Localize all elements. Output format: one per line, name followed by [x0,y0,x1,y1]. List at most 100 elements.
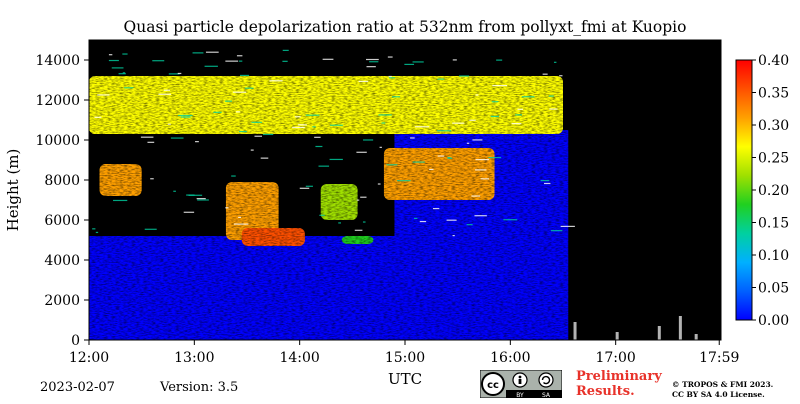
noise-streak [108,54,113,56]
noise-streak [92,228,96,230]
noise-streak [469,119,476,121]
noise-streak [412,61,424,63]
noise-streak [232,91,247,93]
noise-streak [95,231,99,234]
x-tick-label: 17:00 [595,350,635,366]
chart-title: Quasi particle depolarization ratio at 5… [124,18,687,36]
noise-streak [492,85,508,87]
colorbar-tick-label: 0.10 [758,248,789,264]
noise-streak [167,123,171,125]
noise-streak [543,182,551,185]
noise-streak [260,157,269,159]
speckle-texture [89,44,569,340]
noise-streak [224,100,232,102]
colorbar-ticks: 0.00 0.05 0.10 0.15 0.20 0.25 0.30 0.35 0.40 [752,53,789,329]
noise-streak [178,114,193,117]
noise-streak [490,115,500,118]
y-axis-ticks: 0 2000 4000 6000 8000 10000 12000 14000 [35,53,89,349]
noise-streak [124,87,134,89]
noise-streak [94,116,102,118]
noise-streak [391,96,400,98]
noise-streak [488,156,502,159]
noise-streak [515,114,523,116]
noise-streak [192,52,204,54]
noise-streak [319,214,325,216]
y-axis-label: Height (m) [4,149,22,232]
noise-streak [362,221,366,223]
x-tick-label: 17:59 [699,350,739,366]
noise-streak [404,63,415,66]
noise-streak [314,136,321,138]
noise-streak [144,228,157,230]
noise-streak [511,122,522,125]
noise-streak [251,121,262,123]
noise-streak [459,75,470,77]
noise-streak [152,60,165,62]
noise-streak [466,224,473,226]
noise-streak [140,136,154,138]
noise-streak [549,108,558,110]
noise-streak [312,126,316,128]
noise-streak [366,58,379,61]
noise-streak [305,185,313,187]
colorbar-tick-label: 0.30 [758,118,789,134]
y-tick-label: 12000 [35,93,80,109]
noise-streak [170,137,184,139]
noise-streak [446,219,457,221]
low-level-return [615,332,619,340]
noise-streak [97,94,110,96]
noise-streak [419,220,427,223]
colorbar-tick-label: 0.05 [758,281,789,297]
noise-streak [369,61,379,63]
colorbar [735,59,753,321]
noise-streak [236,55,243,57]
noise-streak [238,216,242,218]
noise-streak [521,96,535,98]
noise-streak [235,111,241,113]
noise-streak [231,175,236,177]
low-level-return [657,326,661,340]
noise-streak [377,183,381,185]
noise-streaks [92,49,698,340]
noise-streak [269,80,283,82]
colorbar-tick-label: 0.25 [758,151,789,167]
noise-streak [437,78,445,80]
noise-streak [315,145,323,148]
noise-streak [410,137,415,139]
y-tick-label: 14000 [35,53,80,69]
noise-streak [183,211,195,213]
noise-streak [233,223,249,225]
noise-streak [386,164,398,166]
y-tick-label: 2000 [44,293,80,309]
noise-streak [163,89,171,91]
noise-streak [474,169,487,171]
heatmap-regions [89,44,569,340]
noise-streak [338,222,341,224]
cc-license-badge[interactable]: cc BY SA [479,369,563,399]
noise-streak [559,75,563,77]
low-level-return [573,322,577,340]
noise-streak [452,235,455,237]
noise-streak [387,56,393,58]
noise-streak [195,141,199,143]
noise-streak [158,93,172,95]
cc-icon [481,372,505,396]
noise-streak [550,230,563,232]
x-tick-label: 13:00 [174,350,214,366]
copyright-note: © TROPOS & FMI 2023. CC BY SA 4.0 Licens… [672,380,774,399]
noise-streak [238,130,247,133]
y-tick-label: 10000 [35,133,80,149]
noise-streak [329,158,343,161]
svg-text:cc: cc [487,380,499,391]
colorbar-tick-label: 0.40 [758,53,789,69]
noise-streak [358,80,369,83]
noise-streak [150,178,154,180]
noise-streak [196,198,206,200]
noise-streak [466,142,470,144]
svg-text:SA: SA [542,392,551,398]
y-tick-label: 4000 [44,253,80,269]
noise-streak [113,199,128,202]
y-tick-label: 6000 [44,213,80,229]
noise-streak [108,59,119,62]
